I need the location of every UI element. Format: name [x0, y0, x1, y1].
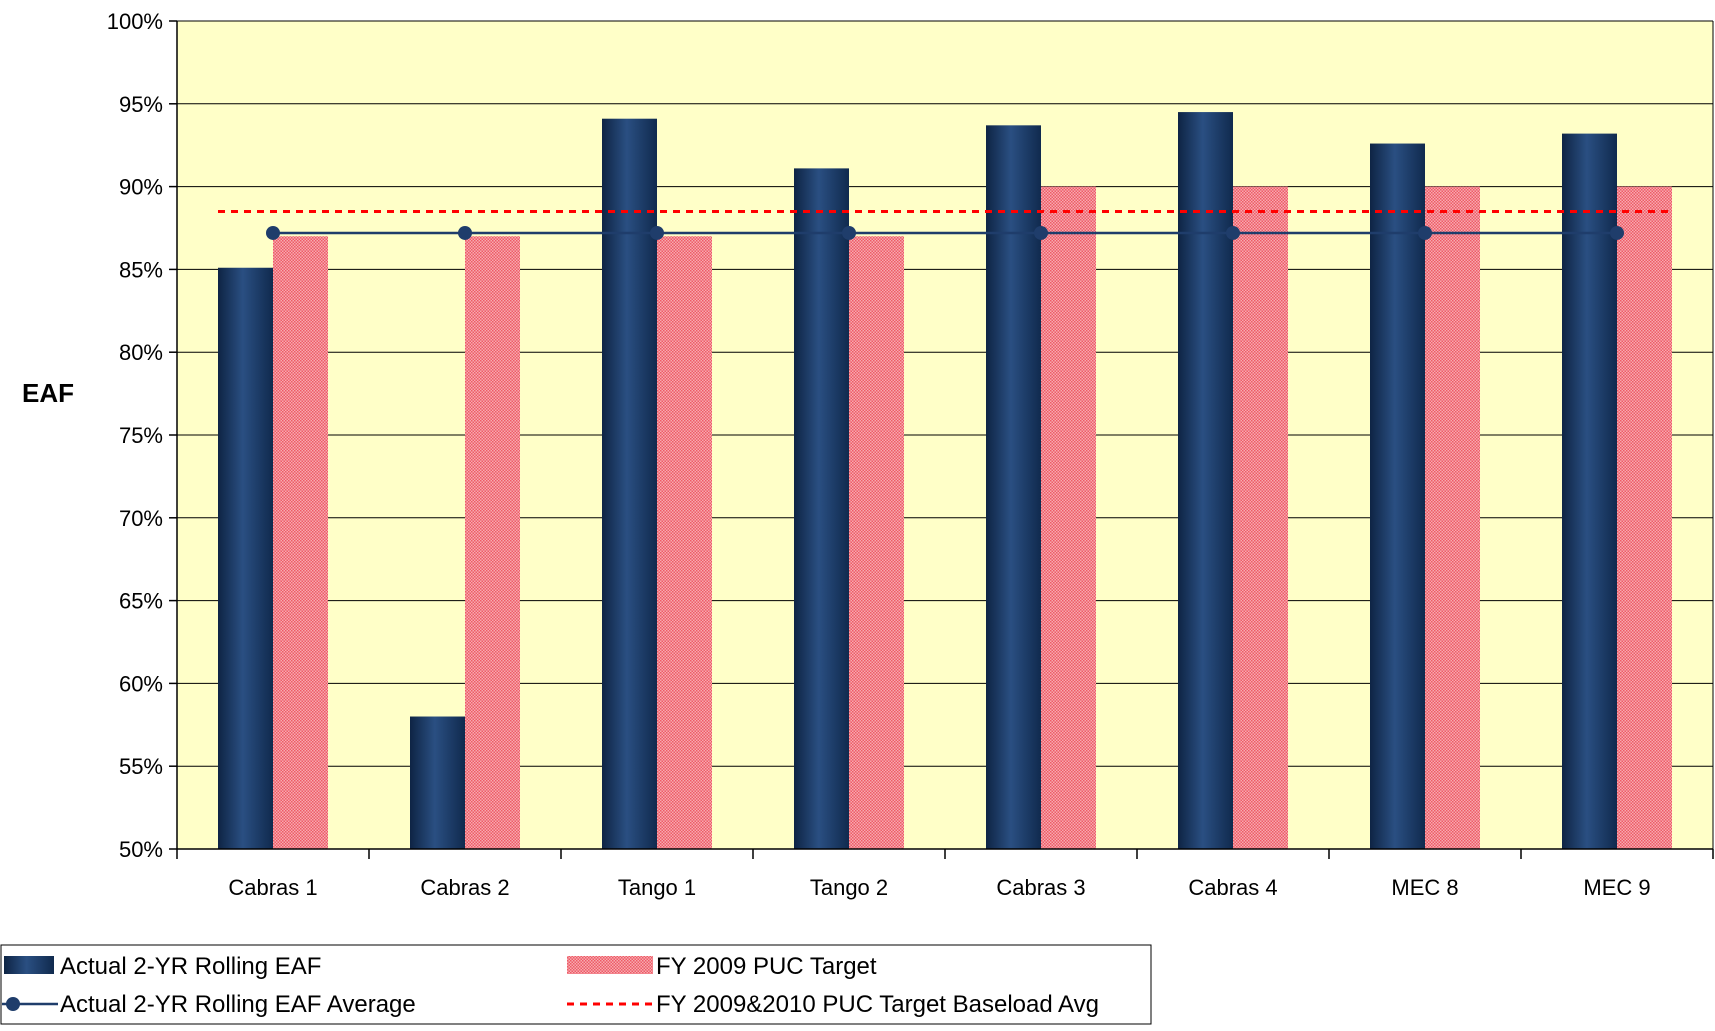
x-category-label: Cabras 1: [228, 875, 317, 900]
bar-puc-target: [849, 236, 904, 849]
bar-actual-eaf: [1562, 133, 1617, 849]
legend-label-eaf-average: Actual 2-YR Rolling EAF Average: [60, 991, 416, 1018]
x-category-label: Cabras 2: [420, 875, 509, 900]
eaf-average-marker: [266, 225, 280, 240]
y-tick-label: 75%: [119, 423, 163, 448]
y-tick-label: 95%: [119, 92, 163, 117]
eaf-average-marker: [1610, 225, 1624, 240]
x-category-label: Tango 2: [810, 875, 888, 900]
eaf-average-marker: [842, 225, 856, 240]
x-category-label: MEC 8: [1391, 875, 1458, 900]
eaf-average-marker: [1034, 225, 1048, 240]
bar-puc-target: [1425, 186, 1480, 850]
bar-puc-target: [1233, 186, 1288, 850]
bar-actual-eaf: [218, 267, 273, 849]
legend-marker-eaf-average: [6, 997, 20, 1011]
x-category-label: MEC 9: [1583, 875, 1650, 900]
legend-label-baseload-avg: FY 2009&2010 PUC Target Baseload Avg: [656, 991, 1099, 1018]
axes: 50% 55% 60% 65% 70% 75% 80% 85% 90% 95% 100% Cabras…: [107, 9, 1714, 900]
bar-puc-target: [1041, 186, 1096, 850]
legend-label-puc-target: FY 2009 PUC Target: [656, 953, 877, 980]
y-tick-label: 70%: [119, 506, 163, 531]
bar-actual-eaf: [794, 168, 849, 849]
reference-lines: [218, 209, 1672, 240]
bar-puc-target: [657, 236, 712, 849]
bar-actual-eaf: [602, 118, 657, 850]
bar-puc-target: [273, 236, 328, 849]
y-tick-label: 60%: [119, 671, 163, 696]
legend-swatch-puc-target: [567, 956, 653, 974]
x-category-label: Cabras 3: [996, 875, 1085, 900]
y-tick-label: 100%: [107, 9, 163, 34]
bar-actual-eaf: [1370, 143, 1425, 849]
x-category-label: Cabras 4: [1188, 875, 1277, 900]
bar-actual-eaf: [410, 716, 465, 849]
eaf-average-marker: [1226, 225, 1240, 240]
bar-actual-eaf: [1178, 112, 1233, 849]
y-tick-label: 85%: [119, 257, 163, 282]
bars: [218, 112, 1672, 850]
y-tick-label: 90%: [119, 175, 163, 200]
y-tick-label: 50%: [119, 837, 163, 862]
bar-puc-target: [465, 236, 520, 849]
legend-label-actual-eaf: Actual 2-YR Rolling EAF: [60, 953, 321, 980]
y-tick-label: 65%: [119, 589, 163, 614]
eaf-average-marker: [650, 225, 664, 240]
legend: Actual 2-YR Rolling EAF FY 2009 PUC Targe…: [0, 944, 1152, 1025]
bar-actual-eaf: [986, 125, 1041, 849]
bar-puc-target: [1617, 186, 1672, 850]
y-tick-label: 55%: [119, 754, 163, 779]
y-tick-label: 80%: [119, 340, 163, 365]
legend-swatch-actual-eaf: [4, 956, 54, 974]
y-axis-title: EAF: [22, 378, 74, 408]
eaf-average-marker: [1418, 225, 1432, 240]
x-category-label: Tango 1: [618, 875, 696, 900]
eaf-average-marker: [458, 225, 472, 240]
